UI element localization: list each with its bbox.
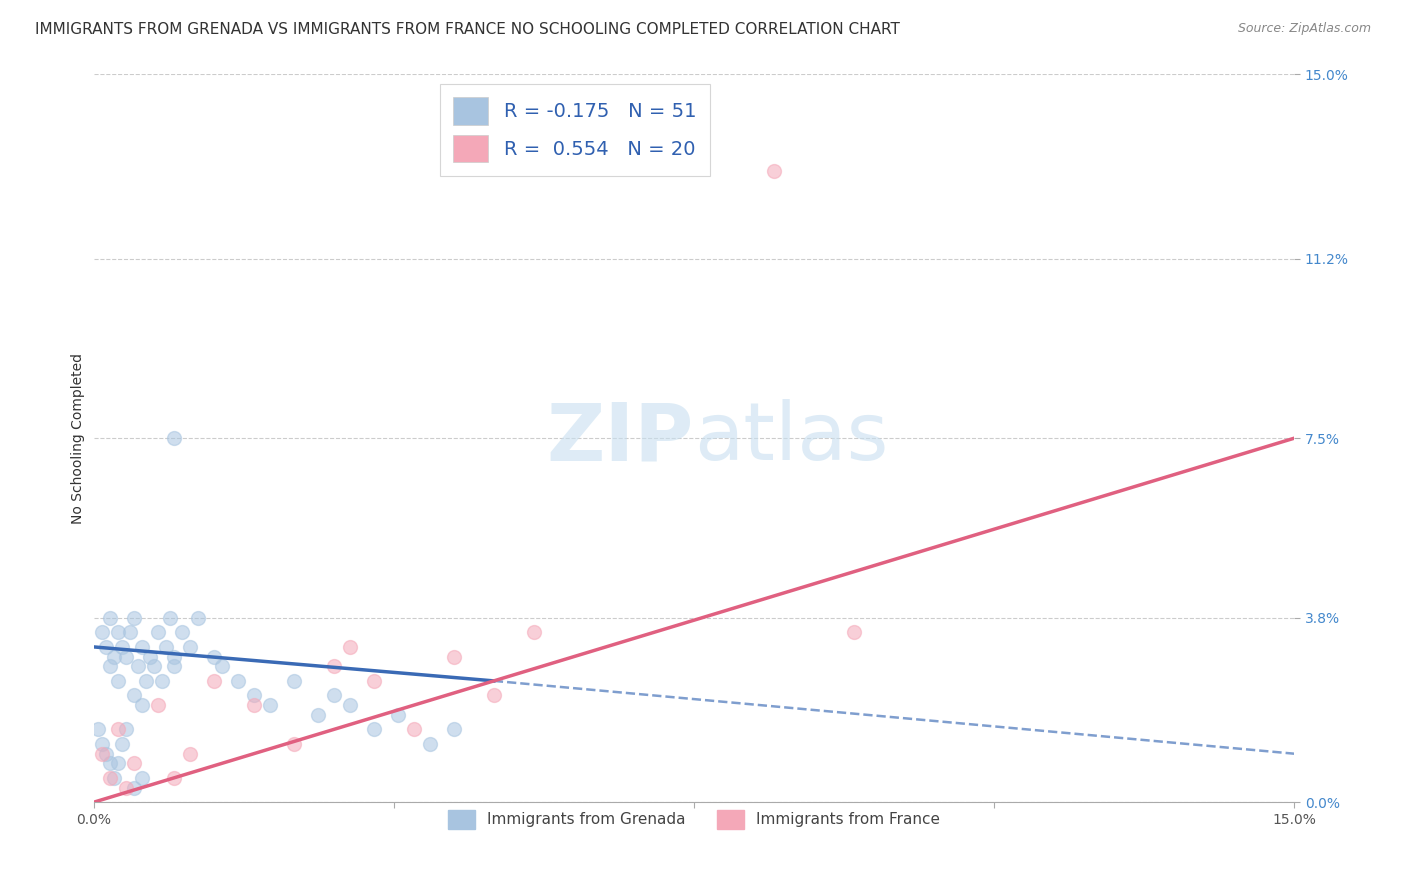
Text: Source: ZipAtlas.com: Source: ZipAtlas.com bbox=[1237, 22, 1371, 36]
Point bbox=[131, 771, 153, 785]
Point bbox=[259, 698, 281, 713]
Point bbox=[90, 625, 112, 640]
Point bbox=[98, 756, 121, 771]
Point bbox=[103, 649, 125, 664]
Point bbox=[131, 640, 153, 654]
Point bbox=[110, 737, 132, 751]
Point bbox=[138, 649, 160, 664]
Point bbox=[114, 649, 136, 664]
Point bbox=[98, 659, 121, 673]
Point bbox=[118, 625, 141, 640]
Point bbox=[242, 689, 264, 703]
Point bbox=[98, 771, 121, 785]
Point bbox=[90, 737, 112, 751]
Point bbox=[162, 649, 184, 664]
Point bbox=[146, 698, 169, 713]
Point bbox=[131, 698, 153, 713]
Point bbox=[202, 673, 225, 688]
Point bbox=[363, 723, 385, 737]
Point bbox=[150, 673, 173, 688]
Y-axis label: No Schooling Completed: No Schooling Completed bbox=[72, 352, 86, 524]
Point bbox=[179, 747, 201, 761]
Point bbox=[187, 611, 209, 625]
Point bbox=[162, 431, 184, 445]
Point bbox=[107, 756, 129, 771]
Point bbox=[122, 611, 145, 625]
Point bbox=[226, 673, 249, 688]
Point bbox=[402, 723, 425, 737]
Point bbox=[443, 723, 465, 737]
Point bbox=[107, 673, 129, 688]
Point bbox=[86, 723, 108, 737]
Point bbox=[387, 707, 409, 722]
Point bbox=[103, 771, 125, 785]
Point bbox=[107, 625, 129, 640]
Point bbox=[114, 780, 136, 795]
Point bbox=[363, 673, 385, 688]
Point bbox=[322, 689, 344, 703]
Point bbox=[155, 640, 177, 654]
Point bbox=[763, 164, 786, 178]
Point bbox=[339, 640, 361, 654]
Point bbox=[107, 723, 129, 737]
Point bbox=[307, 707, 329, 722]
Point bbox=[90, 747, 112, 761]
Point bbox=[146, 625, 169, 640]
Point bbox=[170, 625, 193, 640]
Point bbox=[127, 659, 149, 673]
Point bbox=[94, 747, 117, 761]
Point bbox=[242, 698, 264, 713]
Legend: Immigrants from Grenada, Immigrants from France: Immigrants from Grenada, Immigrants from… bbox=[441, 804, 946, 835]
Point bbox=[523, 625, 546, 640]
Point bbox=[142, 659, 165, 673]
Point bbox=[114, 723, 136, 737]
Point bbox=[122, 756, 145, 771]
Point bbox=[122, 780, 145, 795]
Point bbox=[211, 659, 233, 673]
Point bbox=[159, 611, 181, 625]
Point bbox=[339, 698, 361, 713]
Point bbox=[110, 640, 132, 654]
Point bbox=[202, 649, 225, 664]
Point bbox=[135, 673, 157, 688]
Point bbox=[283, 673, 305, 688]
Point bbox=[419, 737, 441, 751]
Point bbox=[162, 659, 184, 673]
Text: ZIP: ZIP bbox=[547, 399, 695, 477]
Point bbox=[322, 659, 344, 673]
Point bbox=[162, 771, 184, 785]
Point bbox=[122, 689, 145, 703]
Point bbox=[443, 649, 465, 664]
Point bbox=[842, 625, 865, 640]
Point bbox=[94, 640, 117, 654]
Point bbox=[98, 611, 121, 625]
Point bbox=[283, 737, 305, 751]
Text: IMMIGRANTS FROM GRENADA VS IMMIGRANTS FROM FRANCE NO SCHOOLING COMPLETED CORRELA: IMMIGRANTS FROM GRENADA VS IMMIGRANTS FR… bbox=[35, 22, 900, 37]
Text: atlas: atlas bbox=[695, 399, 889, 477]
Point bbox=[179, 640, 201, 654]
Point bbox=[482, 689, 505, 703]
